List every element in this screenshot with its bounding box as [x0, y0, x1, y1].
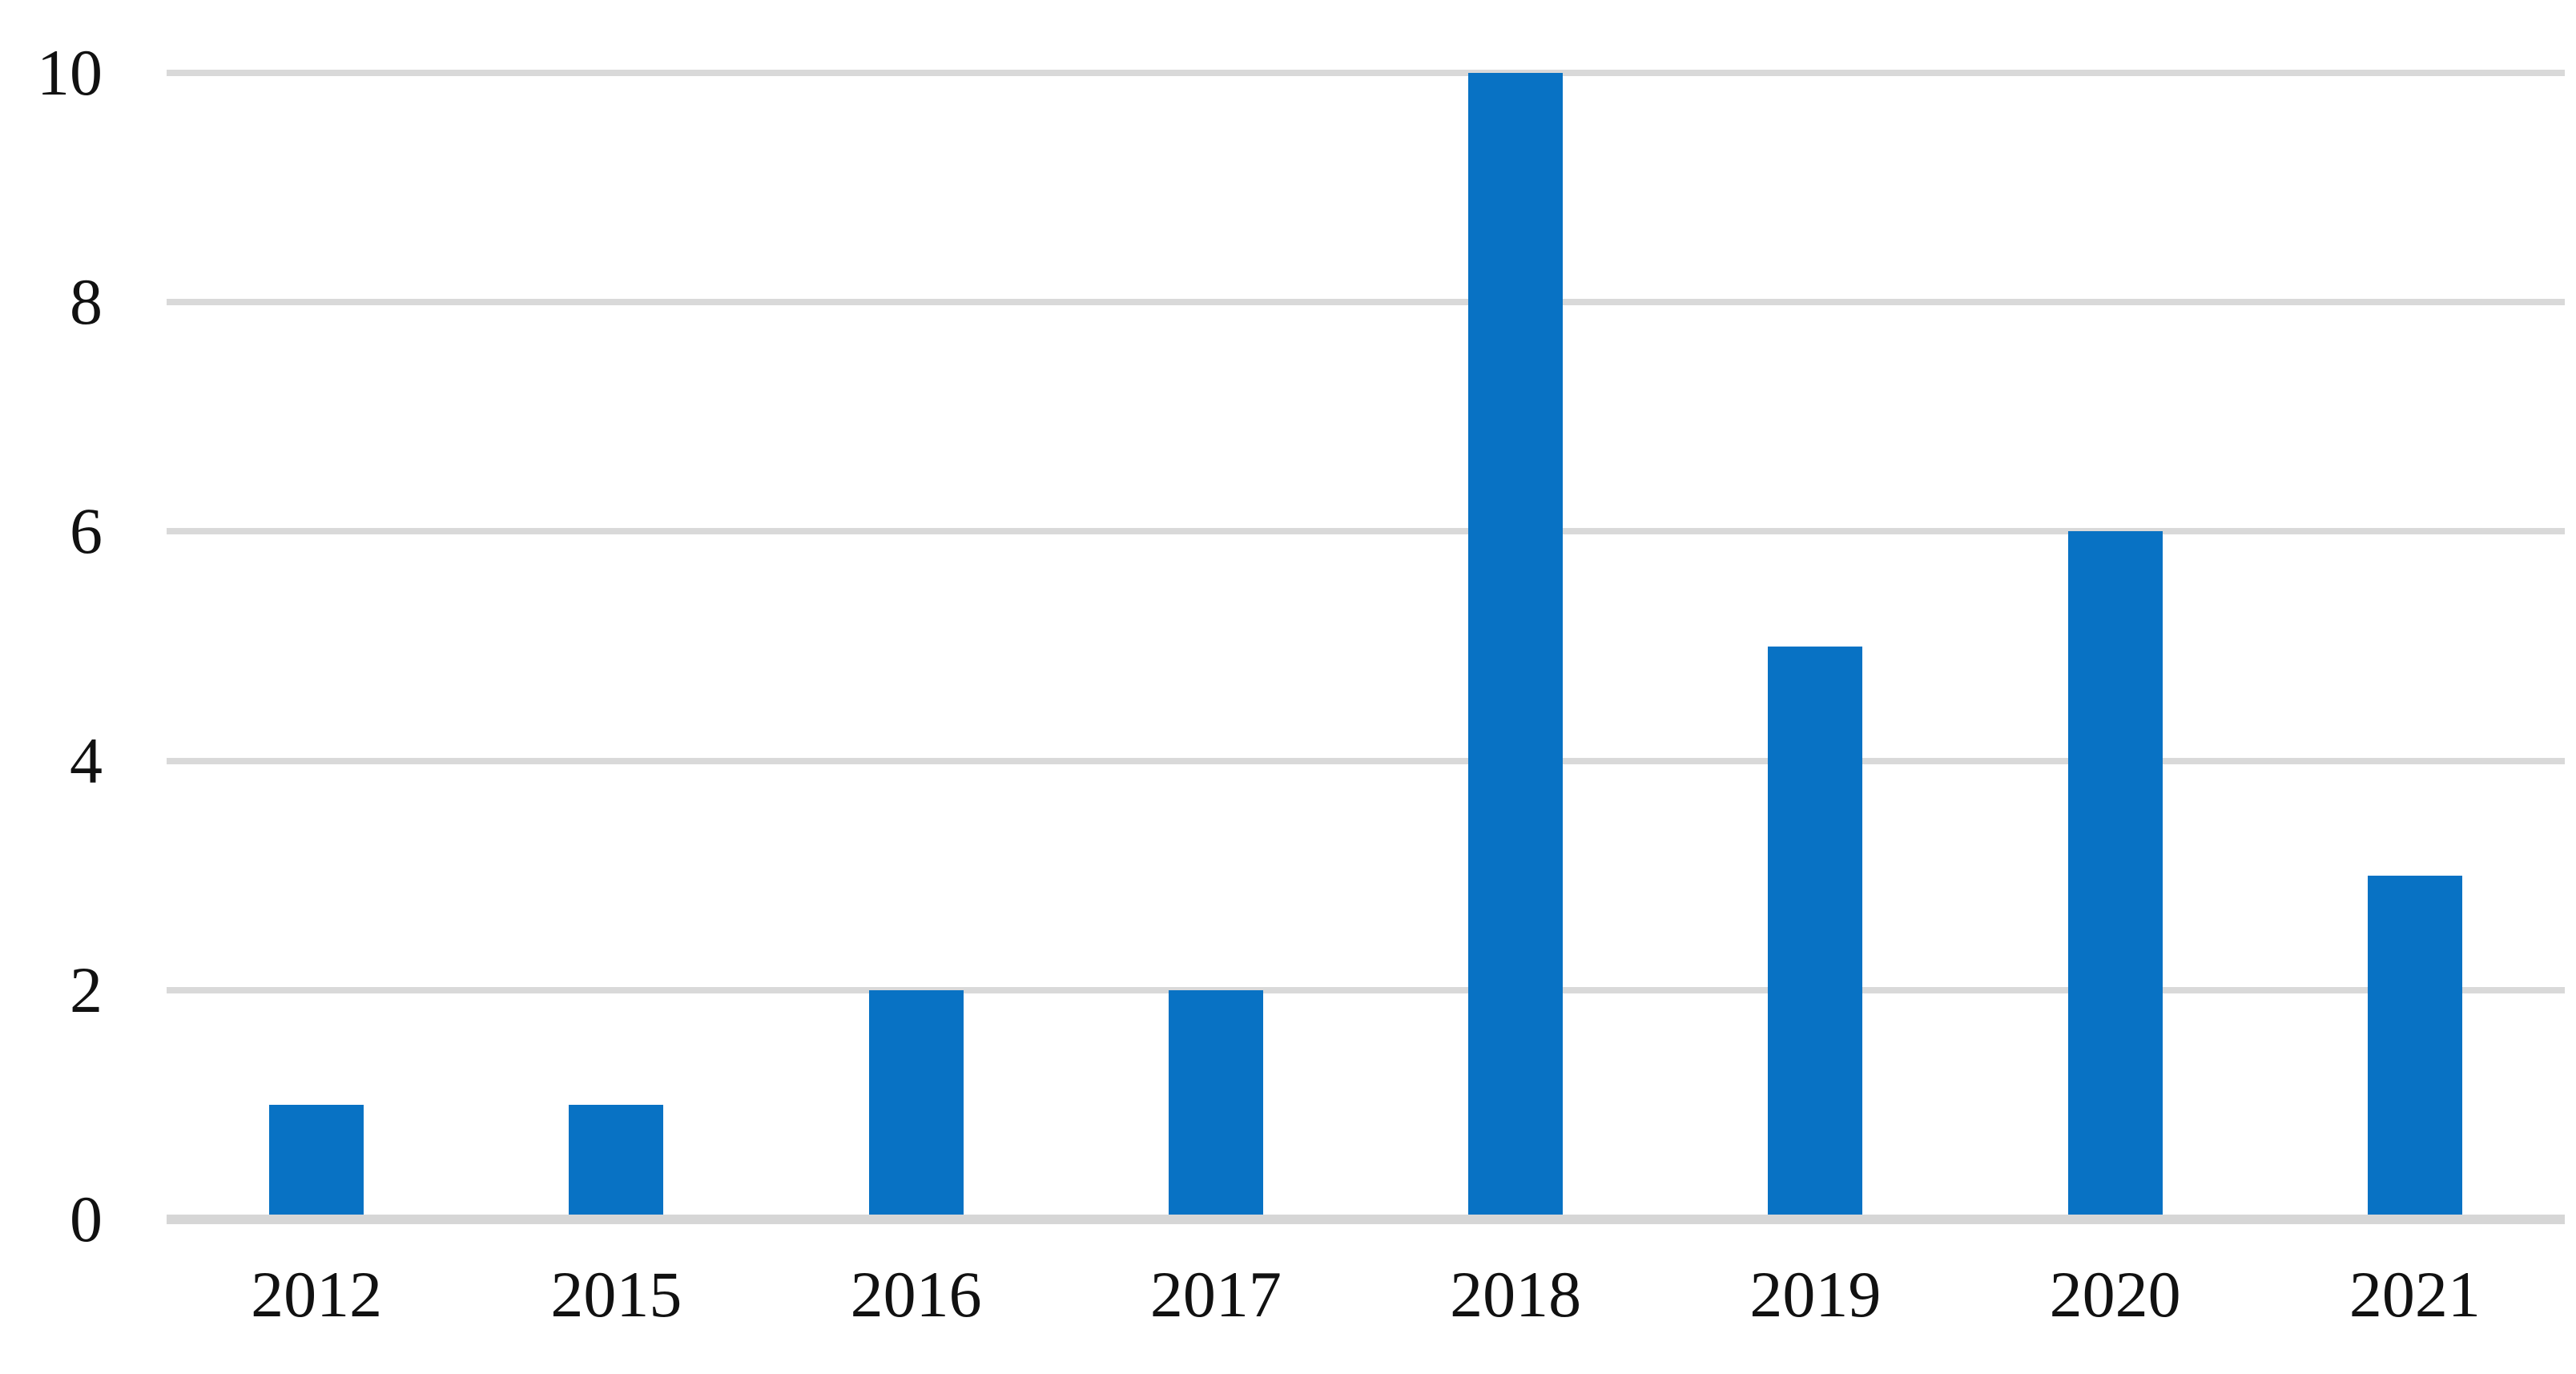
x-tick-label: 2020: [2049, 1258, 2181, 1331]
bar-slot: [167, 73, 466, 1219]
bar-series: [167, 73, 2565, 1219]
bar-2019: [1768, 646, 1863, 1219]
x-tick-label: 2015: [550, 1258, 682, 1331]
plot-area: [167, 70, 2565, 1224]
bar-slot: [767, 73, 1066, 1219]
y-tick-label: 4: [70, 723, 103, 797]
gridline: [167, 299, 2565, 306]
bar-slot: [2265, 73, 2565, 1219]
x-tick-label: 2016: [850, 1258, 982, 1331]
bar-2018: [1468, 73, 1564, 1219]
x-axis: 2012 2015 2016 2017 2018 2019 2020 2021: [167, 1262, 2565, 1328]
gridline: [167, 70, 2565, 76]
x-tick-label: 2018: [1450, 1258, 1582, 1331]
bar-slot: [466, 73, 766, 1219]
bar-2020: [2067, 531, 2163, 1219]
y-tick-label: 0: [70, 1183, 103, 1255]
bar-slot: [1966, 73, 2265, 1219]
x-tick-label: 2017: [1149, 1258, 1282, 1331]
y-tick-label: 8: [70, 265, 103, 339]
gridline: [167, 986, 2565, 993]
x-axis-baseline: [167, 1215, 2565, 1224]
gridline: [167, 757, 2565, 764]
bar-slot: [1665, 73, 1965, 1219]
y-tick-label: 10: [37, 36, 103, 109]
x-tick-label: 2019: [1749, 1258, 1882, 1331]
bar-2021: [2367, 875, 2462, 1219]
y-tick-label: 2: [70, 953, 103, 1026]
gridline: [167, 528, 2565, 535]
y-tick-label: 6: [70, 494, 103, 568]
x-tick-label: 2012: [251, 1258, 383, 1331]
x-tick-label: 2021: [2349, 1258, 2481, 1331]
bar-slot: [1366, 73, 1665, 1219]
bar-2012: [269, 1104, 364, 1219]
bar-2017: [1168, 989, 1263, 1219]
bar-slot: [1066, 73, 1366, 1219]
bar-2015: [569, 1104, 664, 1219]
bar-2016: [868, 989, 964, 1219]
